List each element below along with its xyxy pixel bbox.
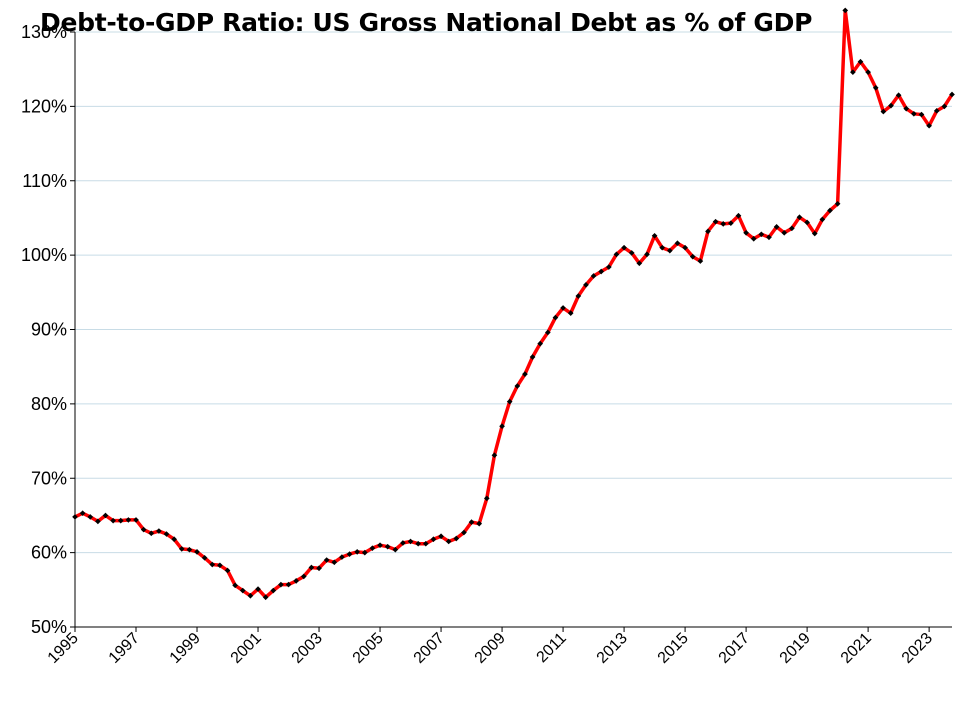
data-point — [415, 540, 422, 547]
x-tick-label: 2017 — [716, 630, 753, 667]
data-point — [506, 398, 513, 405]
y-tick-label: 120% — [21, 96, 67, 116]
y-axis-tick-labels: 50% 60% 70% 80% 90% 100% 110% 120% 130% — [21, 22, 67, 637]
y-tick-label: 70% — [31, 468, 67, 488]
axes — [70, 31, 952, 632]
data-point — [636, 260, 643, 267]
y-tick-label: 100% — [21, 245, 67, 265]
data-point — [445, 538, 452, 545]
data-point — [827, 207, 833, 214]
x-tick-label: 2005 — [350, 630, 387, 667]
series-line-group — [74, 8, 954, 599]
data-point — [339, 554, 345, 560]
data-point — [178, 546, 185, 552]
data-point — [422, 540, 429, 547]
data-point — [819, 216, 826, 223]
y-tick-label: 110% — [22, 171, 67, 191]
data-point — [476, 520, 483, 527]
data-point — [552, 314, 559, 321]
x-tick-label: 1997 — [106, 630, 143, 667]
data-point — [400, 540, 406, 546]
data-point — [712, 218, 719, 225]
data-point — [491, 452, 498, 459]
series-markers — [72, 7, 955, 601]
data-point — [735, 212, 742, 219]
x-tick-label: 2011 — [534, 630, 570, 666]
data-point — [407, 538, 414, 545]
x-tick-label: 2019 — [777, 630, 814, 667]
x-tick-label: 2007 — [411, 630, 448, 667]
data-point — [926, 122, 932, 129]
data-point — [346, 551, 353, 557]
x-tick-label: 2015 — [655, 630, 692, 667]
y-tick-label: 60% — [31, 543, 67, 563]
data-point — [369, 545, 376, 551]
y-tick-label: 90% — [31, 320, 67, 340]
x-axis-tick-labels: 1995 1997 1999 2001 2003 2005 2007 2009 2011 2013… — [45, 630, 936, 667]
data-point — [72, 514, 78, 520]
data-point — [278, 581, 284, 588]
data-point — [560, 305, 566, 311]
x-tick-label: 2009 — [472, 630, 509, 667]
data-point — [453, 535, 460, 542]
y-tick-label: 80% — [31, 394, 67, 414]
data-point — [308, 564, 315, 571]
data-point — [300, 573, 307, 580]
data-point — [125, 517, 132, 523]
data-point — [354, 549, 360, 555]
data-point — [262, 594, 269, 601]
data-point — [811, 230, 818, 237]
data-point — [537, 340, 544, 347]
data-point — [583, 282, 589, 288]
data-point — [140, 526, 147, 533]
data-point — [430, 536, 437, 543]
data-point — [850, 69, 856, 75]
series-line — [74, 8, 954, 599]
x-tick-label: 2013 — [594, 630, 631, 667]
data-point — [750, 235, 757, 242]
x-tick-label: 2001 — [228, 630, 265, 667]
data-point — [270, 587, 277, 594]
x-tick-label: 1999 — [167, 630, 204, 667]
data-point — [361, 549, 368, 556]
data-point — [544, 329, 551, 336]
data-point — [316, 565, 322, 572]
data-point — [529, 354, 536, 360]
x-tick-label: 2003 — [289, 630, 326, 667]
data-point — [392, 546, 399, 553]
data-point — [438, 533, 444, 540]
data-point — [697, 258, 704, 264]
data-point — [659, 244, 666, 251]
x-tick-label: 2021 — [838, 630, 875, 667]
y-tick-label: 50% — [31, 617, 67, 637]
y-tick-label: 130% — [21, 22, 67, 42]
data-point — [605, 264, 612, 270]
data-point — [590, 273, 597, 279]
data-point — [773, 224, 780, 230]
data-point — [79, 510, 86, 517]
data-point — [323, 557, 330, 563]
data-point — [514, 383, 521, 389]
data-point — [651, 232, 658, 239]
data-point — [789, 225, 795, 232]
x-tick-label: 2023 — [899, 630, 936, 667]
gridlines — [75, 31, 952, 554]
data-point — [247, 592, 254, 599]
data-point — [598, 268, 605, 275]
data-point — [949, 91, 955, 98]
data-point — [117, 517, 124, 524]
data-point — [331, 559, 338, 566]
data-point — [499, 423, 505, 430]
data-point — [163, 531, 170, 537]
data-point — [621, 244, 627, 251]
data-point — [575, 293, 582, 299]
data-point — [674, 240, 681, 247]
